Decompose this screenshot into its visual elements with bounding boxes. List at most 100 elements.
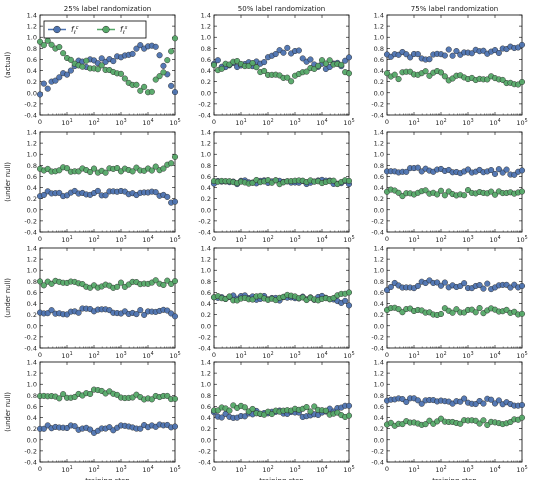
y-tick-label: 0.6 (27, 403, 37, 411)
y-tick-label: 1.4 (201, 12, 211, 20)
x-tick-label: 103 (115, 235, 126, 244)
y-tick-label: 1.0 (201, 151, 211, 159)
x-tick-label: 104 (142, 118, 153, 127)
scatter-point (36, 38, 44, 45)
scatter-point (87, 426, 94, 433)
scatter-point (63, 165, 71, 172)
y-tick-label: 0.6 (27, 56, 37, 64)
scatter-point (342, 297, 349, 304)
y-tick-label: -0.4 (371, 345, 384, 353)
y-tick-label: -0.4 (198, 345, 211, 353)
y-tick-label: 0.2 (201, 311, 211, 319)
x-tick-label: 103 (289, 118, 300, 127)
scatter-point (56, 74, 63, 81)
scatter-point (133, 81, 140, 88)
scatter-point (171, 395, 179, 402)
scatter-point (90, 165, 98, 172)
x-tick-label: 0 (385, 351, 389, 359)
x-tick-label: 104 (489, 118, 500, 127)
y-tick-label: 1.2 (374, 370, 384, 378)
x-tick-label: 102 (88, 465, 99, 474)
scatter-point (261, 59, 268, 66)
y-tick-label: -0.2 (371, 447, 384, 455)
scatter-point (495, 397, 502, 404)
scatter-point (414, 282, 421, 290)
y-tick-label: 0.4 (27, 67, 37, 75)
y-tick-label: 1.0 (27, 151, 37, 159)
y-tick-label: 0.8 (201, 45, 211, 53)
x-tick-label: 102 (88, 118, 99, 127)
scatter-point (518, 282, 526, 290)
y-tick-label: 1.4 (201, 245, 211, 253)
y-tick-label: 0.4 (201, 414, 211, 422)
y-tick-label: -0.4 (24, 345, 37, 353)
scatter-point (71, 423, 78, 430)
scatter-point (148, 396, 155, 403)
y-tick-label: 1.4 (374, 359, 384, 367)
y-tick-label: 0.2 (374, 311, 384, 319)
scatter-point (152, 163, 159, 170)
y-tick-label: 0.2 (27, 311, 37, 319)
x-tick-label: 101 (235, 465, 246, 474)
scatter-point (322, 60, 329, 67)
scatter-point (299, 55, 306, 62)
y-tick-label: 0.2 (201, 78, 211, 86)
y-tick-label: -0.2 (198, 100, 211, 108)
y-tick-label: 0.0 (201, 206, 211, 214)
x-tick-label: 0 (38, 351, 42, 359)
x-tick-label: 0 (38, 465, 42, 473)
y-tick-label: 0.2 (374, 195, 384, 203)
scatter-point (60, 50, 67, 57)
y-tick-label: 1.2 (374, 140, 384, 148)
scatter-point (218, 414, 225, 421)
y-tick-label: -0.4 (371, 459, 384, 467)
panel-title: 75% label randomization (411, 5, 498, 13)
scatter-point (87, 390, 94, 398)
x-tick-label: 105 (516, 235, 527, 244)
scatter-point (457, 420, 464, 427)
scatter-point (403, 168, 410, 175)
scatter-point (383, 70, 391, 77)
scatter-point (171, 423, 179, 430)
x-tick-label: 103 (115, 351, 126, 360)
y-tick-label: 0.4 (374, 300, 384, 308)
scatter-point (171, 198, 179, 205)
scatter-point (102, 192, 109, 199)
y-tick-label: -0.4 (198, 459, 211, 467)
scatter-point (391, 71, 398, 78)
x-tick-label: 102 (435, 465, 446, 474)
scatter-point (156, 73, 163, 80)
scatter-point (56, 395, 63, 402)
x-tick-label: 102 (88, 235, 99, 244)
scatter-point (288, 78, 295, 85)
scatter-point (164, 392, 171, 399)
y-tick-label: -0.4 (198, 112, 211, 120)
scatter-point (117, 70, 125, 77)
x-tick-label: 105 (343, 465, 354, 474)
y-tick-label: 1.2 (201, 23, 211, 31)
x-tick-label: 101 (235, 235, 246, 244)
y-tick-label: 1.0 (201, 34, 211, 42)
scatter-point (272, 50, 279, 58)
y-tick-label: 0.8 (27, 278, 37, 286)
x-tick-label: 105 (516, 465, 527, 474)
scatter-point (437, 187, 445, 194)
scatter-point (137, 87, 144, 94)
scatter-point (437, 69, 445, 76)
y-tick-label: -0.2 (198, 447, 211, 455)
y-tick-label: 0.2 (27, 425, 37, 433)
scatter-point (241, 404, 248, 411)
y-tick-label: 0.6 (27, 173, 37, 181)
scatter-point (441, 73, 448, 80)
y-tick-label: -0.2 (371, 100, 384, 108)
x-tick-label: 104 (316, 465, 327, 474)
y-tick-label: 1.0 (27, 267, 37, 275)
scatter-point (437, 282, 445, 289)
y-tick-label: 0.2 (27, 78, 37, 86)
scatter-point (48, 307, 55, 314)
scatter-point (249, 405, 256, 413)
y-tick-label: 0.8 (374, 392, 384, 400)
scatter-point (171, 313, 179, 320)
y-tick-label: 0.4 (27, 414, 37, 422)
panel-frame (386, 131, 523, 233)
